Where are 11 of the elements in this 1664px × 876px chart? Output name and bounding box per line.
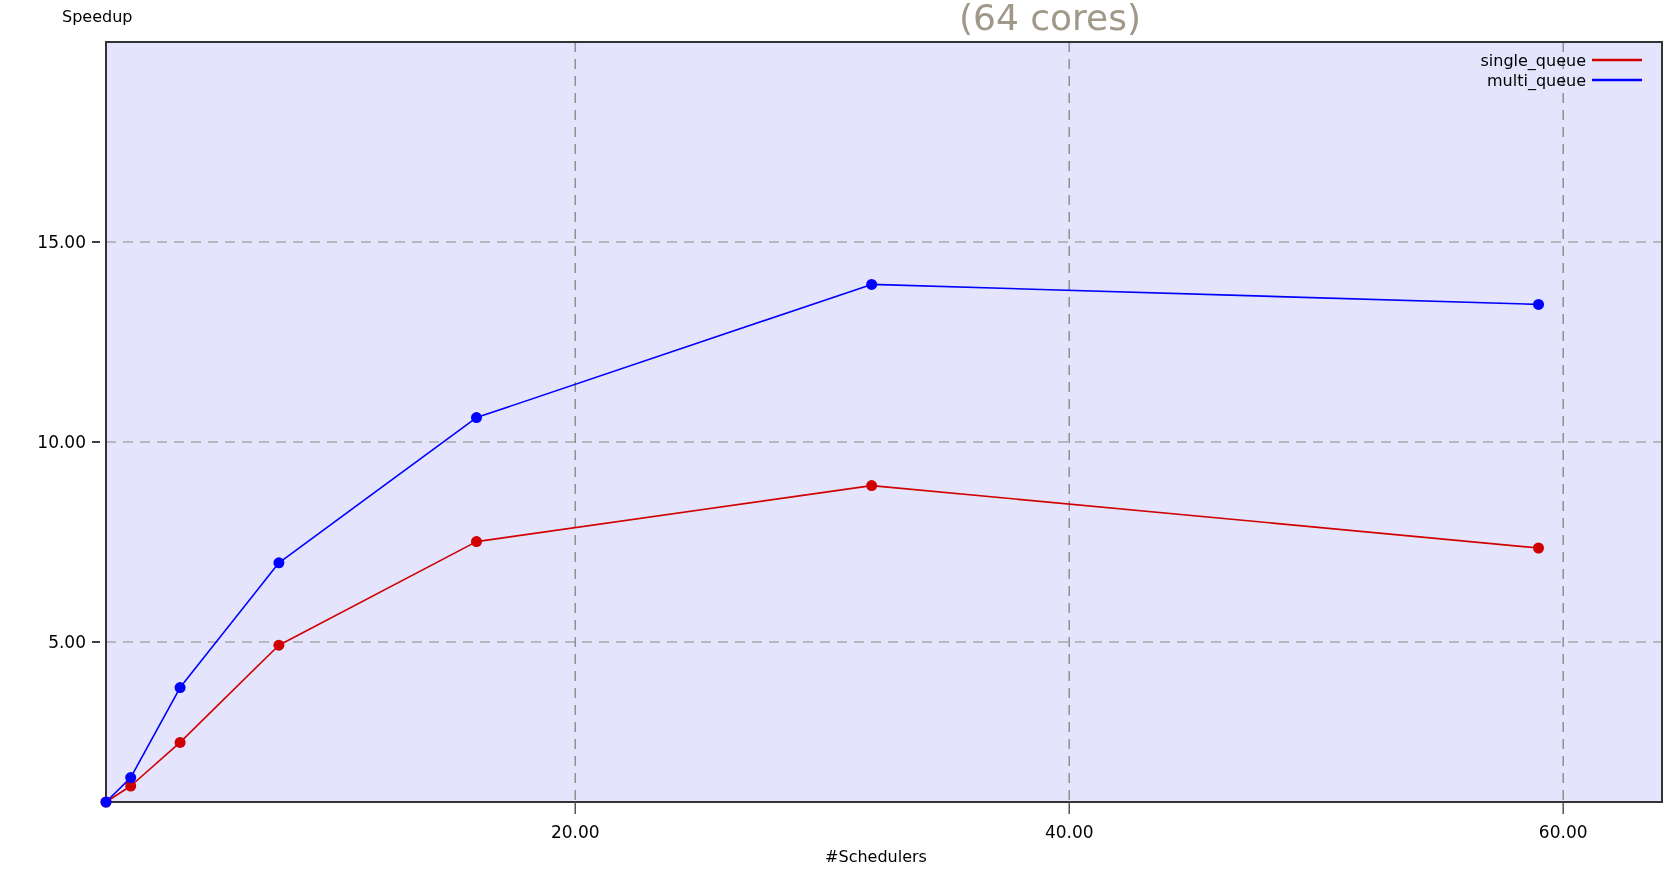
x-tick-label: 60.00 (1538, 822, 1588, 842)
y-tick-label: 5.00 (48, 631, 86, 652)
y-tick-label: 10.00 (37, 431, 86, 452)
chart-title: (64 cores) (958, 0, 1142, 38)
y-axis-title: Speedup (62, 7, 133, 26)
y-tick-label: 15.00 (37, 231, 86, 252)
x-tick-label: 20.00 (550, 822, 600, 842)
x-tick-label: 40.00 (1044, 822, 1094, 842)
legend-label: multi_queue (1486, 70, 1586, 91)
legend-label: single_queue (1480, 50, 1586, 71)
x-axis-title: #Schedulers (825, 847, 927, 866)
